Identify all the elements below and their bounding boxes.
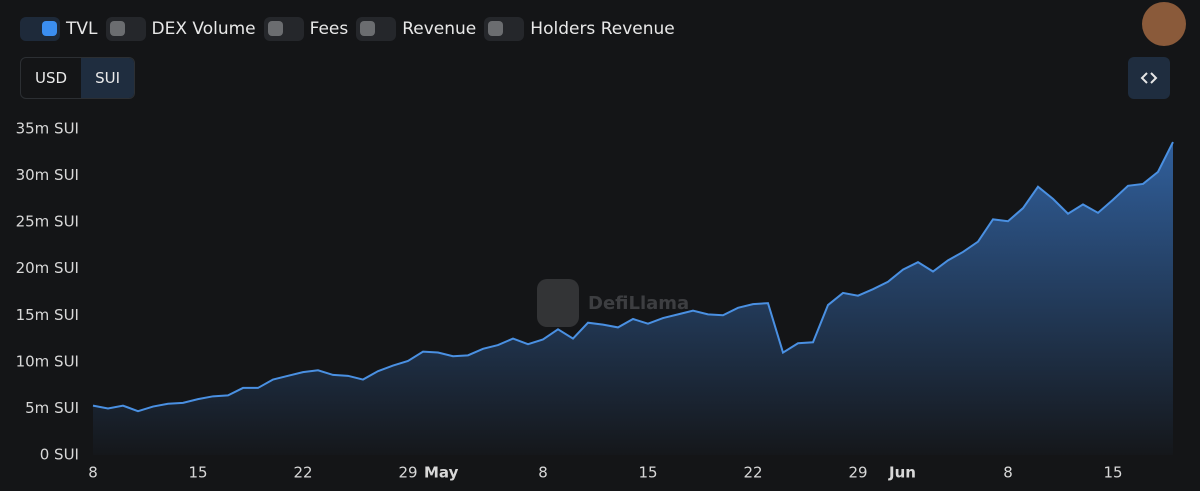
x-tick-label: 8 (1003, 464, 1013, 482)
y-tick-label: 15m SUI (16, 306, 79, 324)
x-tick-label: 29 (848, 464, 867, 482)
y-tick-label: 25m SUI (16, 213, 79, 231)
series-toggle[interactable]: TVL (20, 17, 98, 41)
embed-icon (1140, 72, 1158, 84)
x-tick-label: 22 (293, 464, 312, 482)
toggle-label: Holders Revenue (530, 19, 675, 39)
watermark-text: DefiLlama (588, 293, 689, 314)
x-tick-label: 15 (188, 464, 207, 482)
watermark: DefiLlama (537, 279, 689, 327)
x-tick-label: May (424, 464, 459, 482)
x-tick-label: 22 (743, 464, 762, 482)
y-tick-label: 20m SUI (16, 259, 79, 277)
avatar[interactable] (1142, 2, 1186, 46)
toggle-label: DEX Volume (151, 19, 256, 39)
toggle-switch (263, 17, 304, 41)
toggle-knob (488, 21, 504, 36)
toggle-label: TVL (66, 19, 98, 39)
denomination-option[interactable]: SUI (81, 58, 134, 98)
toggle-knob (109, 21, 125, 36)
area (93, 142, 1173, 456)
y-tick-label: 30m SUI (16, 166, 79, 184)
toggle-knob (267, 21, 283, 36)
y-tick-label: 0 SUI (40, 446, 79, 464)
x-tick-label: 8 (88, 464, 98, 482)
series-toggle[interactable]: Fees (263, 17, 349, 41)
toggle-switch (105, 17, 146, 41)
x-tick-label: 29 (398, 464, 417, 482)
series-toggle[interactable]: DEX Volume (105, 17, 256, 41)
series-toggle[interactable]: Holders Revenue (484, 17, 675, 41)
x-tick-label: 15 (638, 464, 657, 482)
line (92, 141, 1174, 413)
denomination-switch: USD SUI (20, 57, 135, 99)
toggle-switch (484, 17, 525, 41)
x-tick-label: 15 (1103, 464, 1122, 482)
y-tick-label: 10m SUI (16, 352, 79, 370)
denomination-option[interactable]: USD (35, 69, 68, 87)
toggle-switch (20, 17, 60, 41)
toggle-label: Fees (309, 19, 349, 39)
toggle-switch (356, 17, 397, 41)
toggle-knob (42, 21, 57, 36)
y-tick-label: 5m SUI (25, 399, 79, 417)
series-toggle[interactable]: Revenue (356, 17, 476, 41)
series-toggles: TVL DEX Volume Fees Revenue Holders Revenue (20, 17, 675, 41)
watermark-logo (537, 279, 579, 327)
toggle-label: Revenue (402, 19, 477, 39)
toggle-knob (360, 21, 376, 36)
embed-button[interactable] (1128, 57, 1170, 99)
x-tick-label: 8 (538, 464, 548, 482)
y-tick-label: 35m SUI (16, 120, 79, 138)
x-tick-label: Jun (888, 464, 916, 482)
